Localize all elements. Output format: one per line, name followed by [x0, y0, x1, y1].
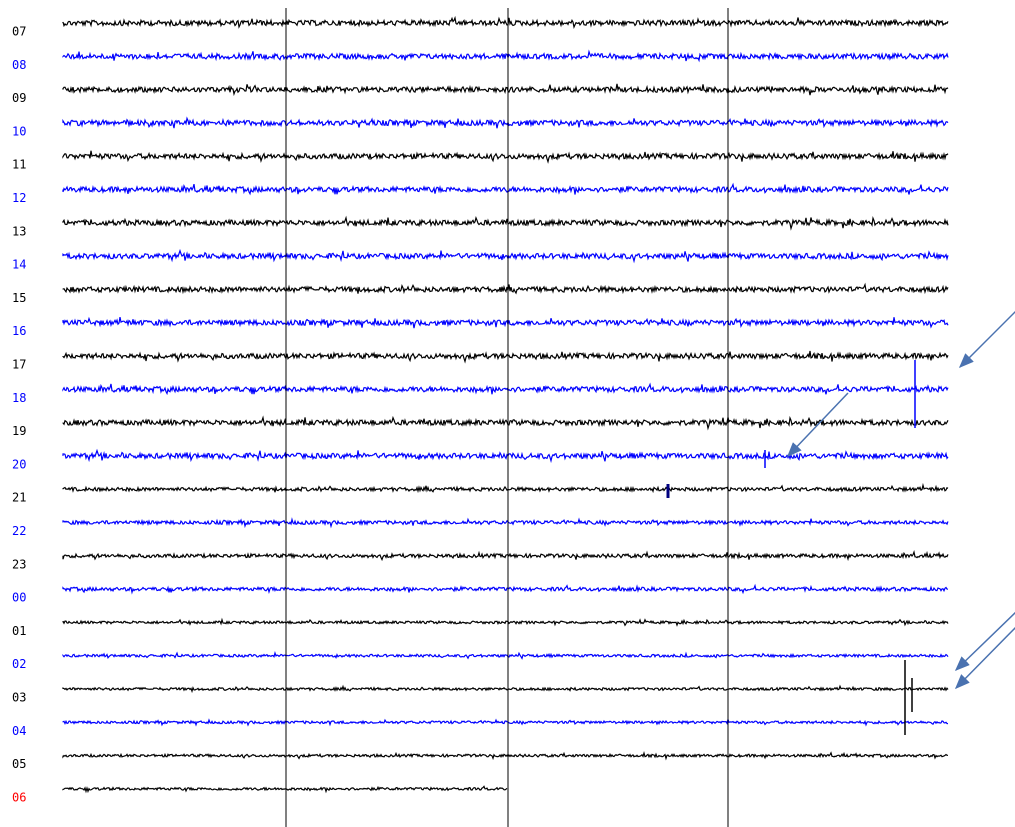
row-labels: 07 08 09 10 11 12 13 14 15 16 17 18 19 20 21 22 23 00 01 02… — [12, 25, 26, 805]
row-label: 17 — [12, 358, 26, 372]
arrow — [958, 310, 1015, 369]
row-label: 13 — [12, 224, 26, 238]
trace — [62, 215, 949, 231]
row-label: 20 — [12, 457, 26, 471]
row-label: 09 — [12, 91, 26, 105]
row-label: 03 — [12, 691, 26, 705]
row-label: 19 — [12, 424, 26, 438]
trace — [62, 785, 508, 794]
row-label: 22 — [12, 524, 26, 538]
trace — [62, 282, 949, 295]
row-label: 11 — [12, 158, 26, 172]
trace — [62, 116, 949, 129]
trace — [62, 350, 949, 364]
trace — [62, 717, 949, 727]
trace — [62, 150, 949, 164]
row-label: 21 — [12, 491, 26, 505]
events — [666, 360, 916, 735]
row-label: 00 — [12, 591, 26, 605]
traces — [62, 15, 949, 794]
trace — [62, 316, 949, 329]
row-label: 10 — [12, 124, 26, 138]
trace — [62, 482, 949, 494]
annotation-arrows — [786, 310, 1015, 690]
trace — [62, 248, 949, 264]
row-label: 12 — [12, 191, 26, 205]
trace — [62, 517, 949, 529]
trace — [62, 83, 949, 97]
row-label: 23 — [12, 557, 26, 571]
row-label: 04 — [12, 724, 26, 738]
row-label: 16 — [12, 324, 26, 338]
trace — [62, 684, 949, 694]
row-label: 05 — [12, 757, 26, 771]
arrow — [954, 626, 1015, 690]
trace — [62, 750, 948, 761]
trace — [62, 415, 949, 431]
row-label: 18 — [12, 391, 26, 405]
trace — [62, 617, 949, 627]
row-label: 08 — [12, 58, 26, 72]
trace — [62, 650, 949, 660]
row-label: 07 — [12, 25, 26, 39]
trace — [62, 49, 949, 63]
trace — [62, 448, 949, 464]
row-label: 06 — [12, 790, 26, 804]
row-label: 14 — [12, 258, 26, 272]
trace — [62, 15, 949, 29]
trace — [62, 382, 949, 396]
row-label: 02 — [12, 657, 26, 671]
trace — [62, 583, 949, 595]
row-label: 01 — [12, 624, 26, 638]
trace — [62, 549, 949, 562]
arrow — [786, 392, 849, 458]
arrow — [954, 611, 1015, 672]
trace — [62, 182, 949, 196]
minute-lines — [285, 8, 729, 827]
row-label: 15 — [12, 291, 26, 305]
